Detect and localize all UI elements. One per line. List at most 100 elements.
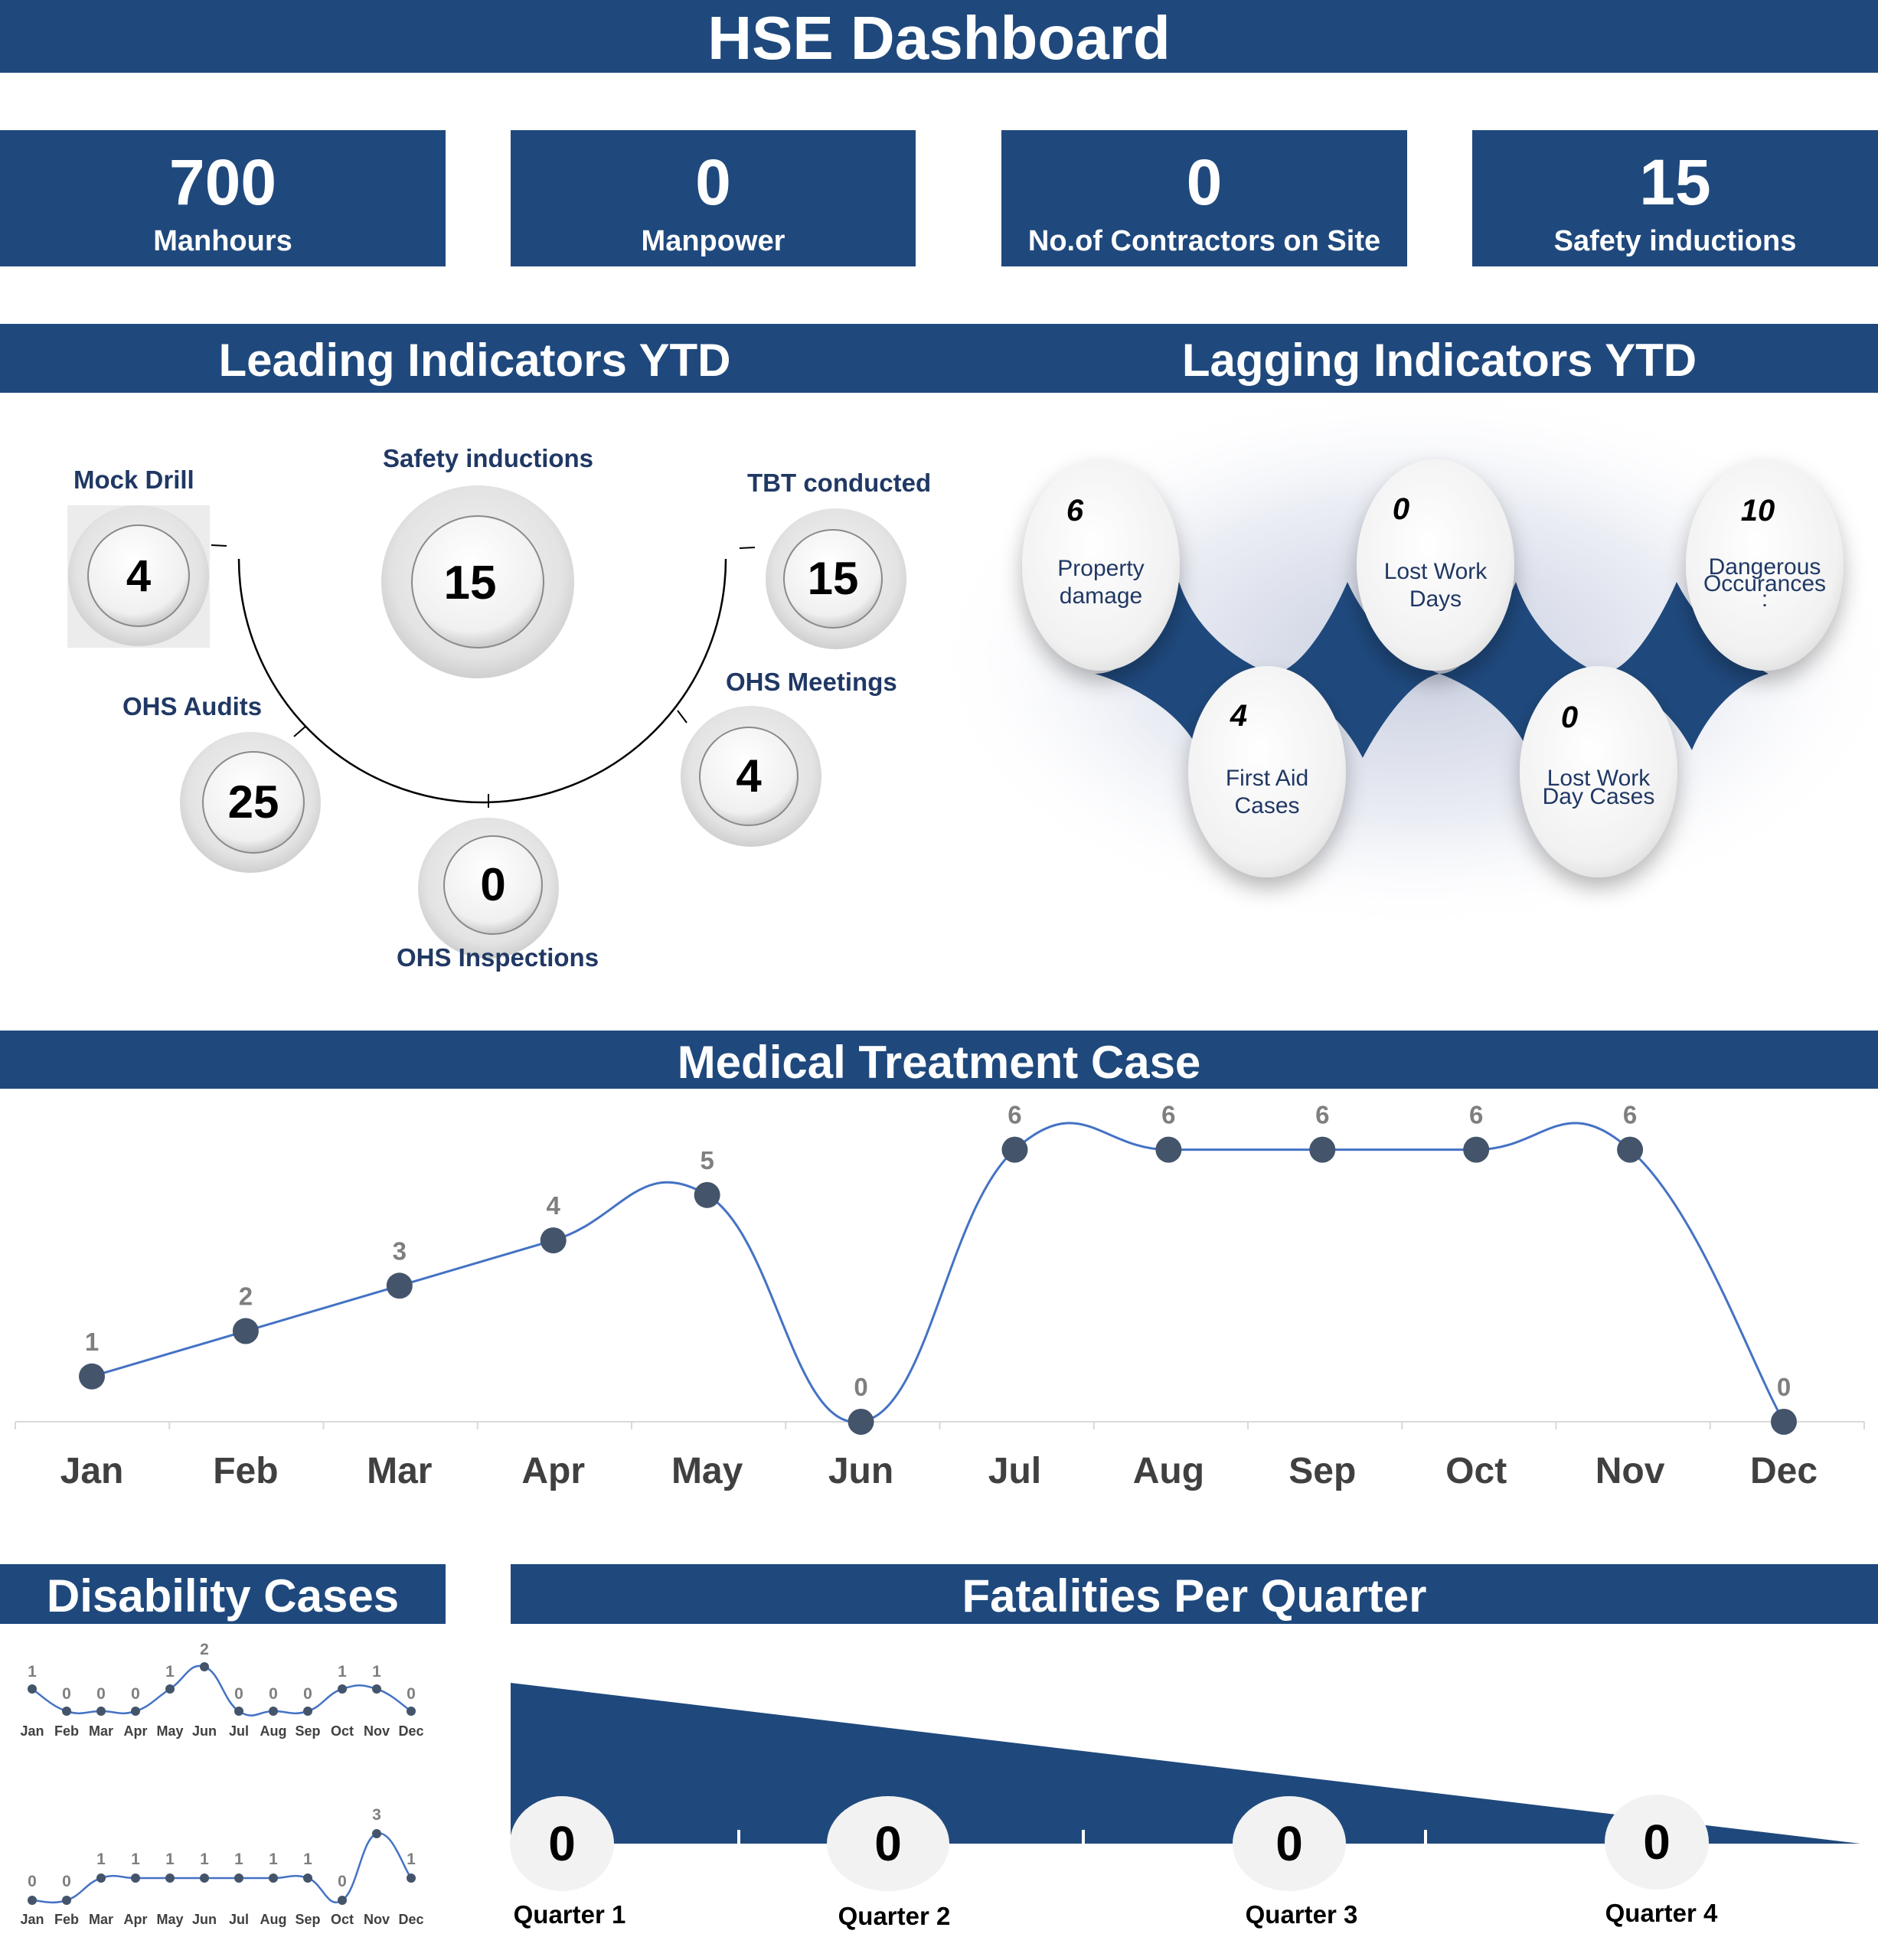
kpi-label: Manhours <box>153 225 292 257</box>
data-point-feb <box>62 1896 71 1905</box>
data-label: 0 <box>62 1685 71 1703</box>
data-point-sep <box>303 1873 312 1883</box>
data-label: 5 <box>700 1146 714 1174</box>
data-point-feb <box>62 1707 71 1716</box>
page-title: HSE Dashboard <box>707 4 1171 72</box>
arc-tick <box>293 725 307 737</box>
data-point-feb <box>232 1318 259 1344</box>
x-tick-label: Sep <box>295 1723 320 1739</box>
data-label: 0 <box>854 1373 867 1401</box>
quarter-2-badge: 0 Quarter 2 <box>827 1796 950 1930</box>
x-tick-label: Aug <box>260 1723 287 1739</box>
medical-treatment-chart: 1 Jan 2 Feb 3 Mar 4 Apr 5 May 0 Jun 6 Jul 6 Aug 6 Sep 6 Oct… <box>15 1101 1865 1491</box>
property-damage-label-1: Property <box>1057 556 1144 581</box>
x-tick-label: Dec <box>398 1723 423 1739</box>
x-tick-label: Mar <box>367 1451 432 1491</box>
data-label: 6 <box>1623 1101 1637 1129</box>
arc-tick <box>211 544 227 547</box>
fatalities-title: Fatalities Per Quarter <box>962 1570 1427 1622</box>
tbt-conducted-label: TBT conducted <box>747 469 932 497</box>
property-damage-label-2: damage <box>1060 583 1142 609</box>
leading-arc <box>237 558 727 804</box>
data-point-jun <box>200 1873 209 1883</box>
disability-title: Disability Cases <box>46 1570 400 1622</box>
data-point-jun <box>200 1662 209 1671</box>
quarter-4-badge: 0 Quarter 4 <box>1605 1795 1718 1927</box>
data-point-nov <box>372 1684 381 1694</box>
x-tick-label: Jul <box>988 1451 1041 1491</box>
data-point-mar <box>96 1707 106 1716</box>
data-label: 1 <box>407 1851 416 1868</box>
data-label: 0 <box>407 1685 416 1703</box>
data-label: 6 <box>1161 1101 1175 1129</box>
quarter-2-value: 0 <box>874 1816 902 1871</box>
data-label: 0 <box>62 1873 71 1890</box>
x-tick-label: Feb <box>54 1723 79 1739</box>
data-point-apr <box>131 1707 140 1716</box>
data-label: 0 <box>234 1685 243 1703</box>
lost-work-day-cases-value: 0 <box>1561 701 1578 734</box>
x-tick-label: Sep <box>1288 1451 1356 1491</box>
x-tick-label: May <box>156 1723 183 1739</box>
data-point-oct <box>338 1684 347 1694</box>
quarter-4-value: 0 <box>1643 1815 1671 1870</box>
data-point-jul <box>234 1873 243 1883</box>
first-aid-cases-label-1: First Aid <box>1226 766 1308 791</box>
quarter-3-value: 0 <box>1275 1816 1303 1871</box>
x-tick-label: Feb <box>213 1451 278 1491</box>
data-label: 1 <box>96 1851 106 1868</box>
data-point-apr <box>540 1227 567 1254</box>
data-label: 6 <box>1469 1101 1483 1129</box>
arc-tick <box>739 547 756 549</box>
x-tick-label: Jan <box>60 1451 124 1491</box>
data-label: 0 <box>96 1685 106 1703</box>
data-label: 1 <box>165 1851 175 1868</box>
lost-work-day-cases-label-2: Day Cases <box>1543 784 1655 809</box>
data-point-dec <box>407 1707 416 1716</box>
lost-work-days-label-2: Days <box>1409 586 1462 612</box>
data-label: 1 <box>372 1663 381 1681</box>
ohs-inspections-label: OHS Inspections <box>397 943 599 972</box>
data-label: 0 <box>303 1685 312 1703</box>
kpi-contractors: 0 No.of Contractors on Site <box>1001 130 1407 266</box>
x-tick-label: Mar <box>89 1723 113 1739</box>
data-point-may <box>694 1181 720 1208</box>
ohs-inspections-value: 0 <box>480 859 505 910</box>
data-label: 1 <box>85 1328 99 1356</box>
data-point-nov <box>372 1829 381 1838</box>
data-label: 0 <box>338 1873 347 1890</box>
data-label: 1 <box>131 1851 140 1868</box>
data-point-jun <box>848 1409 874 1435</box>
data-point-may <box>165 1873 175 1883</box>
data-point-aug <box>269 1873 278 1883</box>
data-label: 1 <box>200 1851 209 1868</box>
x-tick-label: Nov <box>1595 1451 1665 1491</box>
data-point-oct <box>338 1896 347 1905</box>
lost-work-days-label-1: Lost Work <box>1384 559 1488 584</box>
data-point-mar <box>386 1272 413 1299</box>
data-label: 4 <box>547 1191 561 1220</box>
ohs-inspections-badge: 0 <box>418 818 559 959</box>
quarter-3-badge: 0 Quarter 3 <box>1233 1796 1357 1929</box>
data-point-dec <box>1771 1409 1797 1435</box>
leading-indicators-graphic: 4 15 15 25 4 0 <box>67 485 906 959</box>
kpi-value: 0 <box>1186 146 1223 218</box>
x-tick-label: Nov <box>364 1723 390 1739</box>
dangerous-occurances-label-2: Occurances <box>1703 571 1826 596</box>
data-label: 6 <box>1008 1101 1021 1129</box>
data-point-dec <box>407 1873 416 1883</box>
data-point-aug <box>1155 1136 1182 1163</box>
lagging-indicators-graphic: 6 Property damage 0 Lost Work Days 10 Da… <box>949 398 1878 934</box>
ohs-meetings-value: 4 <box>736 750 762 802</box>
x-tick-label: Jul <box>229 1723 249 1739</box>
x-tick-label: Apr <box>124 1723 148 1739</box>
x-tick-label: Sep <box>295 1912 320 1927</box>
kpi-manhours: 700 Manhours <box>0 130 446 266</box>
medical-title: Medical Treatment Case <box>677 1037 1201 1088</box>
x-tick-label: Apr <box>521 1451 585 1491</box>
x-tick-label: Aug <box>1133 1451 1204 1491</box>
medical-title-band: Medical Treatment Case <box>0 1031 1878 1089</box>
data-label: 0 <box>28 1873 37 1890</box>
data-point-may <box>165 1684 175 1694</box>
x-tick-label: Jun <box>192 1723 217 1739</box>
